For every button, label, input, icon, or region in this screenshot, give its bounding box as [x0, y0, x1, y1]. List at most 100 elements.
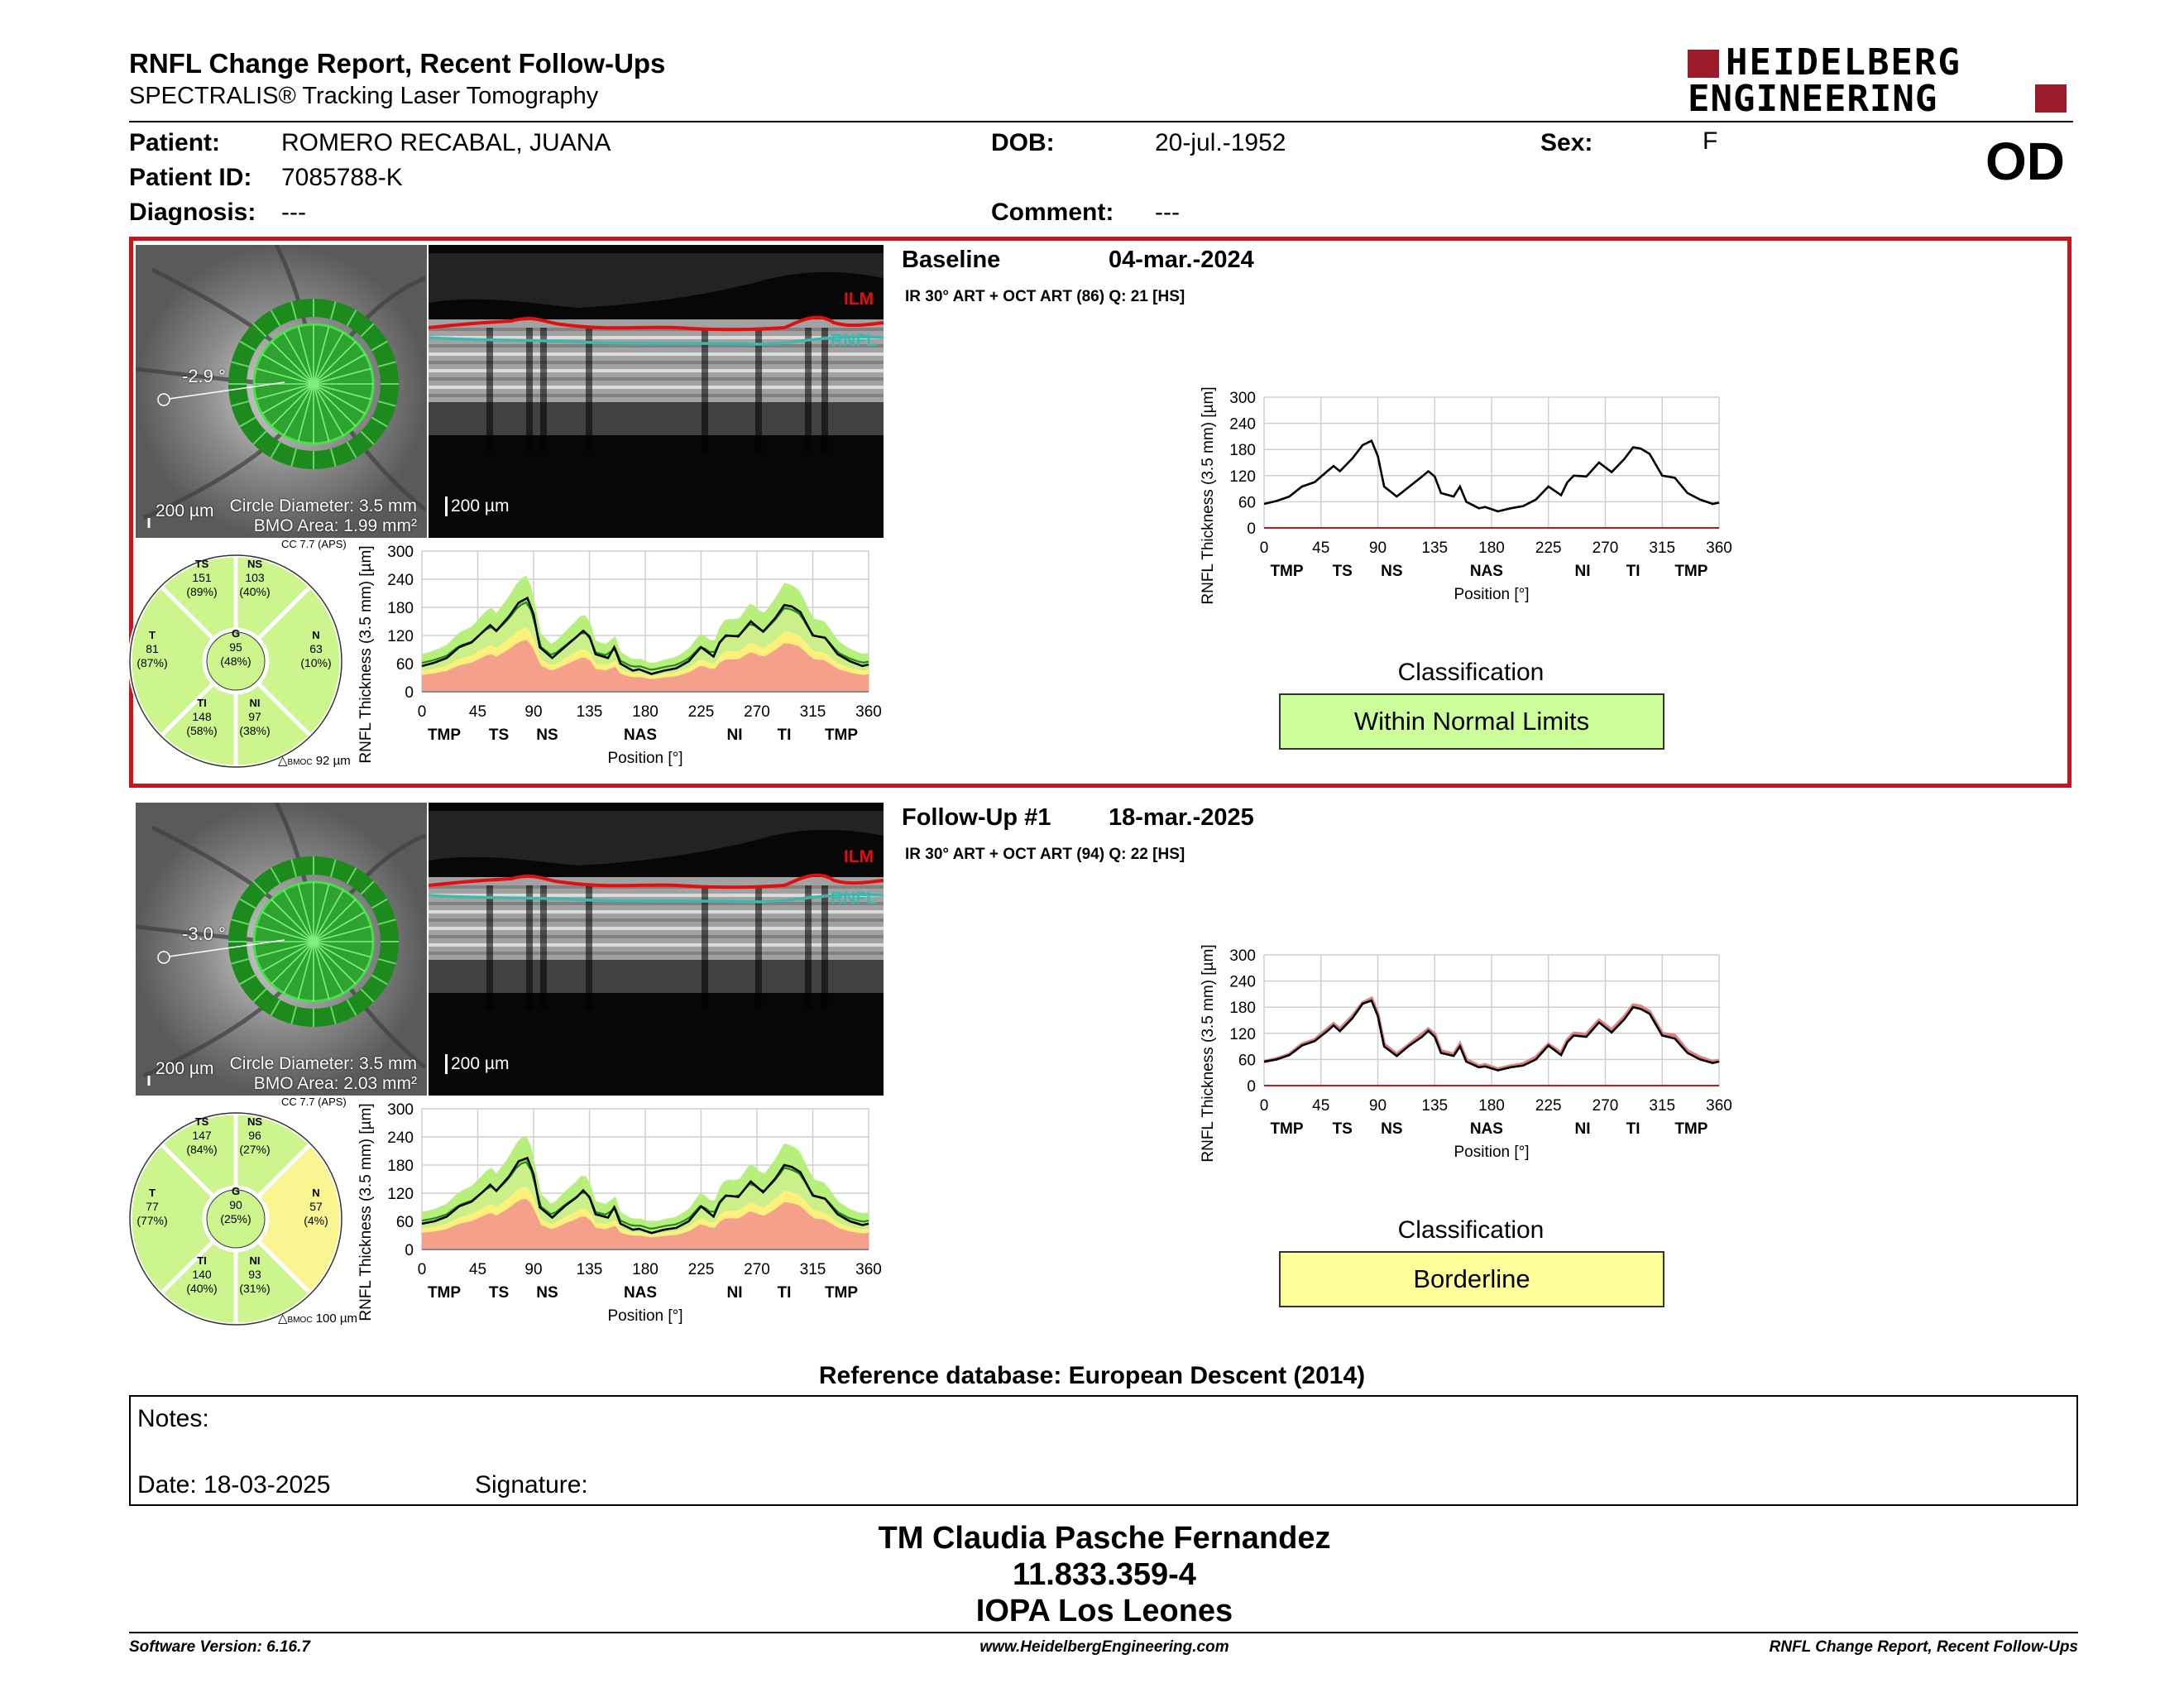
y-tick-label: 300 — [1229, 947, 1256, 965]
scan-ring-tick — [360, 988, 375, 1003]
rnfl-boundary-line — [429, 893, 884, 904]
scan-ring-tick — [270, 867, 281, 885]
scan-ring-tick — [329, 1005, 337, 1024]
sector-value: 63 — [309, 642, 323, 655]
rnfl-thickness-chart: 0 60 120 180 240 300 0 45 90 135 180 225 270 315 360 TM… — [1200, 386, 1732, 604]
ilm-label: ILM — [844, 290, 874, 309]
y-tick-label: 0 — [405, 1242, 414, 1259]
y-axis-title: RNFL Thickness (3.5 mm) [µm] — [1200, 944, 1217, 1162]
x-tick-label: 135 — [577, 1261, 603, 1278]
logo-line2: ENGINEERING — [1688, 78, 1938, 120]
oct-scale-label: 200 µm — [445, 1054, 509, 1074]
website-link[interactable]: www.HeidelbergEngineering.com — [979, 1638, 1229, 1656]
oct-layer-band — [429, 935, 884, 938]
region-label: NAS — [624, 1284, 657, 1302]
sector-percentile: (10%) — [300, 656, 331, 669]
sector-name: G — [232, 627, 240, 640]
y-tick-label: 180 — [1229, 442, 1256, 459]
rnfl-profile-normative-chart: 0 60 120 180 240 300 0 45 90 135 180 225 270 315 360 TM… — [357, 1101, 882, 1325]
eye-label: OD — [1985, 132, 2065, 191]
radial-scan-line — [313, 383, 330, 442]
region-label: NI — [727, 727, 743, 744]
x-tick-label: 45 — [1312, 1097, 1329, 1115]
scan-ring-tick — [371, 974, 388, 985]
scan-ring-tick — [371, 898, 388, 909]
sector-percentile: (40%) — [239, 585, 270, 598]
footer-report-name: RNFL Change Report, Recent Follow-Ups — [1769, 1638, 2078, 1656]
radial-scan-line — [313, 884, 330, 942]
rnfl-thickness-line — [421, 596, 869, 675]
scan-ring-tick — [346, 999, 357, 1016]
sector-percentile: (27%) — [239, 1143, 270, 1156]
scan-ring-tick — [329, 448, 337, 467]
oct-vitreous-haze — [429, 811, 884, 866]
report-title: RNFL Change Report, Recent Follow-Ups — [129, 48, 666, 79]
x-tick-label: 0 — [418, 703, 427, 721]
x-tick-label: 180 — [632, 1261, 659, 1278]
signer-organization: IOPA Los Leones — [975, 1594, 1233, 1628]
scan-ring-tick — [239, 416, 256, 428]
radial-scan-line — [256, 925, 314, 942]
radial-scan-line — [261, 941, 314, 972]
report-subtitle: SPECTRALIS® Tracking Laser Tomography — [129, 83, 599, 109]
sector-value: 96 — [248, 1129, 261, 1142]
radial-scan-line — [313, 383, 366, 415]
sector-name: N — [312, 1187, 319, 1199]
radial-scan-line — [283, 890, 314, 942]
notes-box[interactable]: Notes: Date: 18-03-2025 Signature: — [129, 1395, 2078, 1506]
normal-range-band — [422, 575, 869, 670]
radial-scan-line — [313, 890, 344, 942]
sector-name: TI — [197, 1254, 207, 1267]
rnfl-thickness-chart: 0 60 120 180 240 300 0 45 90 135 180 225 270 315 360 TM… — [1200, 944, 1732, 1162]
radial-scan-line — [283, 383, 314, 436]
x-tick-label: 270 — [744, 1261, 770, 1278]
notes-label: Notes: — [137, 1405, 209, 1432]
y-tick-label: 120 — [1229, 1026, 1256, 1043]
radial-scan-line — [313, 941, 371, 958]
scan-ring-tick — [252, 988, 267, 1003]
region-label: NAS — [1470, 1120, 1503, 1138]
header-divider — [129, 121, 2073, 122]
scan-ring-tick — [377, 957, 396, 965]
oct-layer-band — [429, 952, 884, 955]
x-tick-label: 90 — [524, 1261, 542, 1278]
sector-name: NS — [247, 1115, 262, 1128]
signer-id: 11.833.359-4 — [1013, 1557, 1196, 1592]
scan-ring-tick — [346, 441, 357, 458]
fovea-bmo-axis — [168, 381, 285, 400]
scan-ring-tick — [239, 974, 256, 985]
scan-ring-tick — [290, 301, 298, 320]
radial-scan-line — [283, 332, 314, 385]
rotation-angle: -3.0 ° — [182, 923, 226, 944]
y-tick-label: 0 — [405, 684, 414, 702]
bmo-area: BMO Area: 2.03 mm² — [253, 1074, 417, 1093]
oct-layer-band — [429, 943, 884, 947]
radial-scan-line — [271, 899, 314, 942]
y-tick-label: 180 — [387, 600, 414, 617]
logo-line1: HEIDELBERG — [1726, 41, 1961, 84]
signer-name: TM Claudia Pasche Fernandez — [878, 1521, 1331, 1556]
sector-percentile: (89%) — [186, 585, 217, 598]
cc-label: CC 7.7 (APS) — [281, 1096, 347, 1108]
scan-ring-tick — [252, 880, 267, 895]
vessel-shadow — [805, 885, 812, 1009]
comment-label: Comment: — [991, 199, 1114, 226]
rnfl-thickness-line — [421, 1156, 869, 1235]
sector-value: 90 — [229, 1198, 242, 1211]
y-tick-label: 60 — [396, 1214, 414, 1231]
radial-scan-line — [313, 941, 357, 985]
y-tick-label: 60 — [1238, 494, 1256, 511]
y-tick-label: 240 — [387, 1129, 414, 1147]
scan-ring-tick — [239, 340, 256, 352]
borderline-band — [422, 1186, 869, 1238]
bmoc-value: 92 µm — [315, 754, 351, 768]
radial-scan-line — [256, 367, 314, 385]
radial-scan-line — [261, 911, 314, 942]
vessel-shadow — [805, 328, 812, 452]
patient-label: Patient: — [129, 129, 221, 156]
vessel-shadow — [526, 885, 533, 1009]
scan-ring-tick — [360, 323, 375, 338]
patient-id: 7085788-K — [281, 164, 403, 191]
x-tick-label: 225 — [688, 703, 715, 721]
classification-label: Classification — [1397, 1216, 1545, 1244]
